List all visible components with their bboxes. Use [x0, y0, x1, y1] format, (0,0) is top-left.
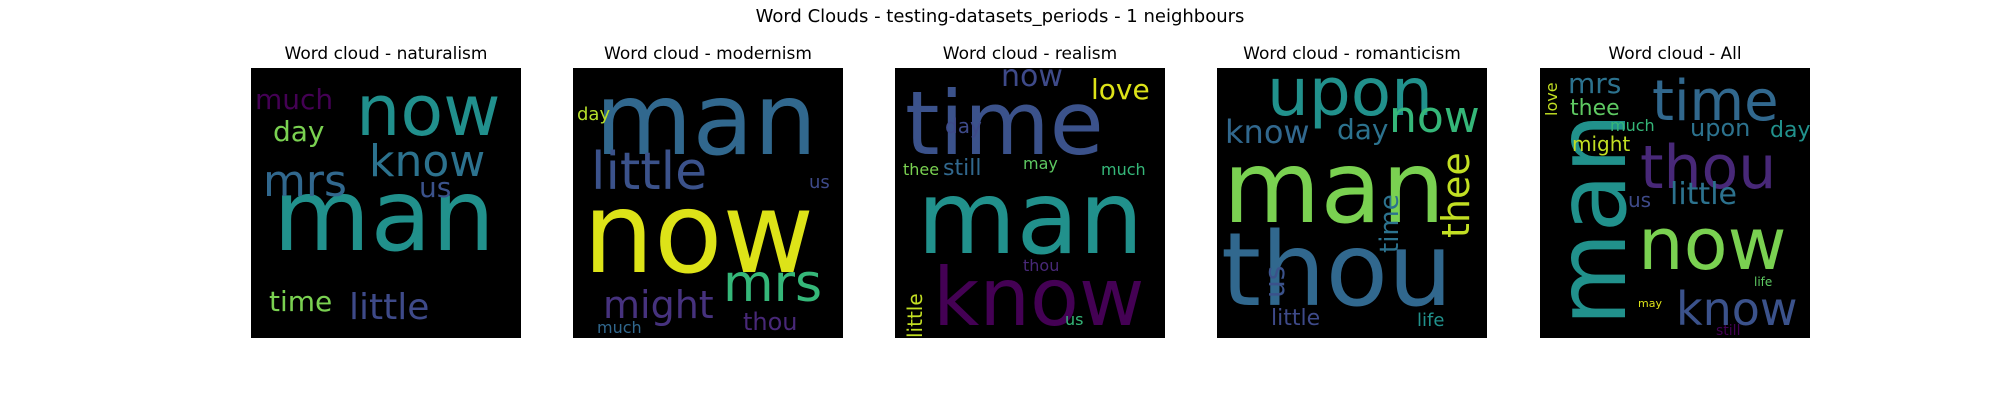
cloud-word: know	[1225, 113, 1310, 151]
cloud-word: might	[1572, 132, 1631, 156]
cloud-word: time	[269, 285, 333, 318]
cloud-word: thou	[1221, 211, 1453, 330]
cloud-word: thee	[1570, 96, 1620, 121]
cloud-word: little	[591, 142, 708, 202]
cloud-word: us	[1258, 265, 1291, 298]
cloud-word: now	[1001, 68, 1063, 94]
cloud-word: us	[809, 172, 830, 193]
word-cloud-canvas: now man know mrs much day us time little	[251, 68, 521, 338]
cloud-word: day	[1770, 118, 1810, 143]
cloud-word: know	[1676, 282, 1798, 336]
word-cloud-canvas: now time love day thee still may much man thou lit…	[895, 68, 1165, 338]
cloud-word: thou	[1640, 133, 1777, 203]
panel-title: Word cloud - naturalism	[284, 44, 488, 64]
cloud-word: us	[1628, 188, 1652, 212]
cloud-word: mrs	[1568, 68, 1622, 100]
cloud-word: now	[356, 70, 501, 152]
cloud-word: man	[273, 157, 496, 274]
word-cloud-canvas: upon know day now man time thee thou us little lif…	[1217, 68, 1487, 338]
cloud-word: time	[905, 72, 1104, 175]
cloud-word: mrs	[263, 156, 347, 207]
cloud-word: thou	[1023, 256, 1060, 275]
cloud-word: thou	[743, 308, 798, 336]
cloud-word: little	[349, 287, 430, 328]
cloud-word: day	[577, 104, 611, 125]
cloud-word: still	[1716, 323, 1741, 338]
cloud-word: still	[943, 156, 982, 181]
cloud-word: man	[1223, 129, 1446, 246]
cloud-word: know	[369, 136, 486, 187]
cloud-word: us	[1065, 310, 1084, 329]
cloud-word: time	[1652, 69, 1779, 134]
cloud-word: now	[583, 169, 815, 299]
cloud-word: love	[1091, 73, 1150, 106]
cloud-word: day	[1337, 113, 1389, 146]
cloud-word: now	[1638, 202, 1787, 286]
panel-title: Word cloud - All	[1608, 44, 1742, 64]
cloud-word: man	[917, 159, 1144, 278]
cloud-word: us	[419, 171, 452, 204]
cloud-word: mrs	[723, 254, 823, 314]
cloud-word: upon	[1267, 68, 1433, 131]
cloud-word: might	[603, 283, 714, 327]
cloud-word: much	[1610, 116, 1655, 135]
cloud-word: day	[273, 115, 325, 148]
cloud-word: little	[1271, 306, 1321, 331]
cloud-word: little	[1670, 177, 1737, 212]
cloud-word: much	[255, 83, 334, 116]
word-cloud-canvas: love mrs thee time man much upon day might thou us…	[1540, 68, 1810, 338]
cloud-word: day	[945, 114, 982, 138]
cloud-word: upon	[1690, 114, 1751, 142]
cloud-word: love	[1542, 82, 1561, 116]
panel-title: Word cloud - romanticism	[1243, 44, 1461, 64]
cloud-word: life	[1754, 275, 1773, 289]
cloud-word: may	[1023, 154, 1058, 173]
cloud-word: much	[597, 318, 642, 337]
panel-title: Word cloud - realism	[942, 44, 1118, 64]
cloud-word: know	[933, 251, 1145, 338]
panel-title: Word cloud - modernism	[604, 44, 812, 64]
cloud-word: now	[1389, 92, 1480, 143]
cloud-word: life	[1417, 310, 1445, 331]
cloud-word: little	[903, 293, 927, 338]
word-cloud-canvas: man day little us now mrs might thou much	[573, 68, 843, 338]
figure-title: Word Clouds - testing-datasets_periods -…	[755, 6, 1245, 27]
cloud-word: may	[1638, 297, 1662, 310]
cloud-word: much	[1101, 160, 1146, 179]
cloud-word: thee	[903, 160, 940, 179]
cloud-word: man	[595, 68, 818, 178]
